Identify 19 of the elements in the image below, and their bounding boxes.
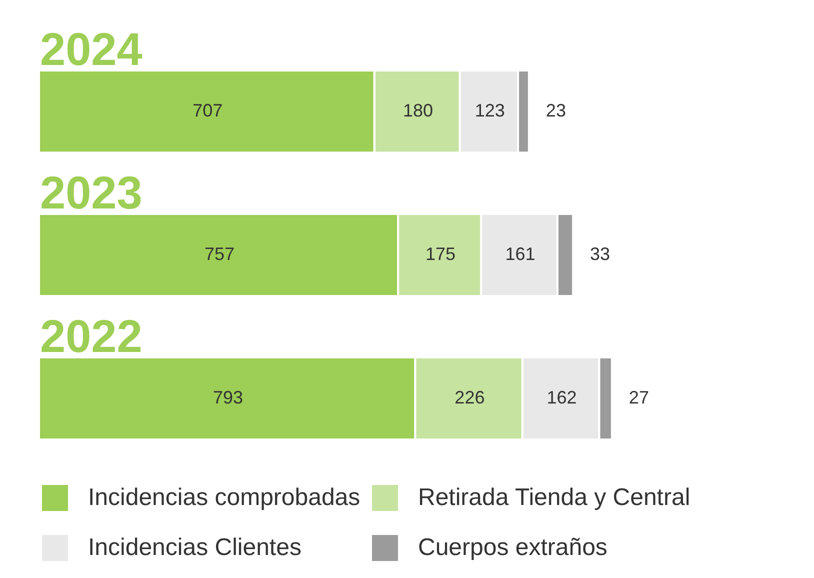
y-tick-label: 2024 [40,23,143,76]
data-label: 793 [213,387,244,408]
data-label: 123 [474,100,505,121]
legend-label: Retirada Tienda y Central [418,484,690,512]
data-label: 226 [454,387,485,408]
data-label: 27 [628,387,649,408]
data-label: 161 [505,244,536,264]
data-label: 180 [402,100,434,121]
data-label: 162 [546,387,577,408]
data-label: 707 [192,100,223,121]
data-label: 33 [590,244,610,264]
data-label: 175 [426,244,456,264]
data-label: 757 [204,244,235,264]
legend-label: Incidencias comprobadas [88,484,360,512]
data-label: 23 [546,100,566,121]
y-tick-label: 2022 [40,310,142,362]
legend-label: Incidencias Clientes [88,534,302,562]
y-tick-label: 2023 [40,166,142,219]
legend-label: Cuerpos extraños [418,534,608,562]
